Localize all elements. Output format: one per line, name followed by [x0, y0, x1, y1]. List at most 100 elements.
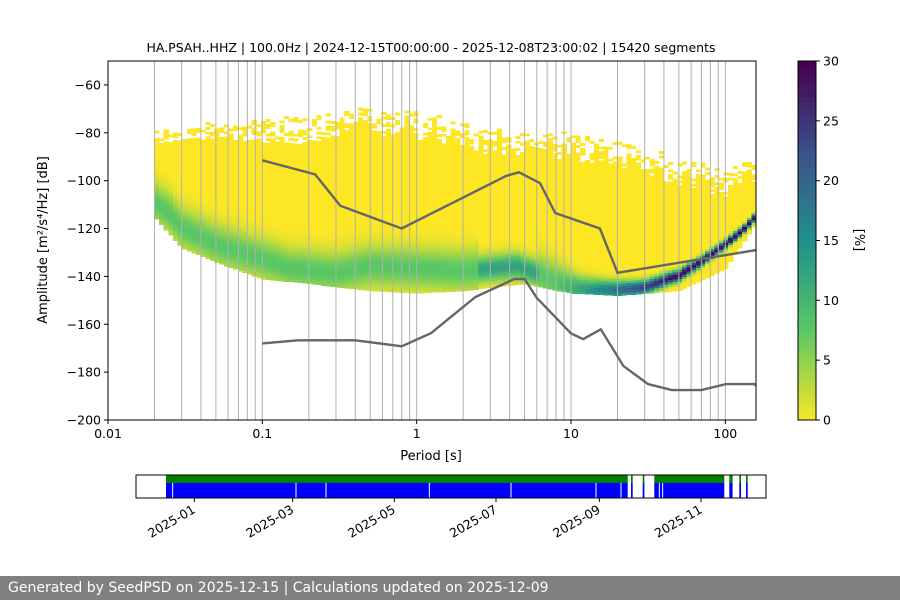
- pdf-cell: [316, 232, 322, 235]
- pdf-cell: [441, 265, 447, 269]
- pdf-cell: [288, 269, 294, 273]
- pdf-cell: [381, 248, 387, 252]
- pdf-cell: [376, 138, 382, 141]
- pdf-cell: [205, 162, 211, 166]
- pdf-cell: [205, 239, 211, 243]
- pdf-cell: [200, 148, 206, 152]
- pdf-cell: [214, 154, 220, 158]
- pdf-cell: [404, 235, 410, 239]
- pdf-cell: [520, 216, 526, 220]
- pdf-cell: [427, 194, 433, 198]
- pdf-cell: [339, 222, 345, 226]
- pdf-cell: [510, 232, 516, 236]
- pdf-cell: [247, 240, 253, 244]
- pdf-cell: [191, 157, 197, 160]
- pdf-cell: [348, 185, 354, 189]
- pdf-cell: [163, 186, 169, 190]
- pdf-cell: [186, 234, 192, 237]
- pdf-cell: [450, 286, 456, 290]
- pdf-cell: [311, 166, 317, 170]
- pdf-cell: [455, 140, 461, 144]
- pdf-cell: [520, 185, 526, 189]
- pdf-cell: [214, 159, 220, 163]
- pdf-cell: [432, 117, 438, 121]
- pdf-cell: [186, 167, 192, 170]
- pdf-cell: [293, 236, 299, 240]
- pdf-cell: [371, 135, 378, 139]
- pdf-cell: [501, 199, 507, 203]
- pdf-cell: [385, 282, 391, 285]
- pdf-cell: [265, 126, 271, 130]
- pdf-cell: [256, 143, 262, 147]
- pdf-cell: [385, 260, 391, 264]
- pdf-cell: [200, 129, 206, 133]
- pdf-cell: [524, 272, 530, 275]
- pdf-cell: [353, 135, 359, 139]
- pdf-cell: [441, 275, 447, 278]
- pdf-cell: [168, 134, 174, 138]
- pdf-cell: [353, 265, 359, 269]
- pdf-cell: [515, 210, 521, 214]
- pdf-cell: [478, 250, 484, 254]
- pdf-cell: [316, 186, 322, 190]
- pdf-cell: [205, 153, 211, 157]
- pdf-cell: [260, 214, 267, 218]
- pdf-cell: [163, 174, 169, 178]
- pdf-cell: [469, 177, 475, 181]
- pdf-cell: [316, 220, 322, 224]
- pdf-cell: [237, 148, 243, 152]
- pdf-cell: [455, 257, 461, 261]
- pdf-cell: [399, 182, 405, 186]
- pdf-cell: [219, 165, 225, 169]
- pdf-cell: [214, 164, 220, 168]
- pdf-cell: [172, 144, 179, 148]
- pdf-cell: [353, 147, 359, 151]
- pdf-cell: [307, 140, 313, 143]
- pdf-cell: [223, 162, 229, 166]
- pdf-cell: [381, 171, 387, 175]
- pdf-cell: [482, 190, 489, 193]
- pdf-cell: [251, 232, 257, 236]
- pdf-cell: [524, 188, 530, 192]
- pdf-cell: [441, 222, 447, 226]
- pdf-cell: [311, 221, 317, 225]
- pdf-cell: [436, 201, 442, 204]
- pdf-cell: [247, 271, 253, 275]
- pdf-cell: [251, 227, 257, 231]
- pdf-cell: [432, 170, 438, 174]
- pdf-cell: [325, 156, 331, 160]
- pdf-cell: [371, 164, 378, 168]
- pdf-cell: [422, 252, 428, 255]
- pdf-cell: [219, 127, 225, 131]
- pdf-cell: [459, 166, 465, 170]
- pdf-cell: [223, 198, 229, 202]
- pdf-cell: [404, 280, 410, 284]
- pdf-cell: [381, 200, 387, 204]
- pdf-cell: [260, 128, 267, 131]
- pdf-cell: [478, 197, 484, 201]
- pdf-cell: [422, 228, 428, 231]
- pdf-cell: [297, 196, 304, 200]
- pdf-cell: [334, 215, 341, 218]
- pdf-cell: [284, 156, 290, 160]
- pdf-cell: [302, 175, 308, 179]
- pdf-cell: [478, 214, 484, 218]
- pdf-cell: [408, 290, 415, 294]
- pdf-cell: [418, 161, 424, 165]
- pdf-cell: [353, 236, 359, 240]
- pdf-cell: [279, 120, 285, 124]
- pdf-cell: [408, 197, 415, 201]
- pdf-cell: [344, 209, 350, 212]
- pdf-cell: [256, 263, 262, 266]
- pdf-cell: [311, 229, 317, 233]
- pdf-cell: [219, 158, 225, 162]
- pdf-cell: [413, 173, 419, 177]
- pdf-cell: [482, 149, 489, 153]
- pdf-cell: [196, 237, 202, 241]
- pdf-cell: [501, 187, 507, 191]
- pdf-cell: [209, 231, 216, 235]
- pdf-cell: [371, 223, 378, 227]
- pdf-cell: [330, 272, 336, 275]
- pdf-cell: [284, 223, 290, 227]
- pdf-cell: [459, 180, 465, 184]
